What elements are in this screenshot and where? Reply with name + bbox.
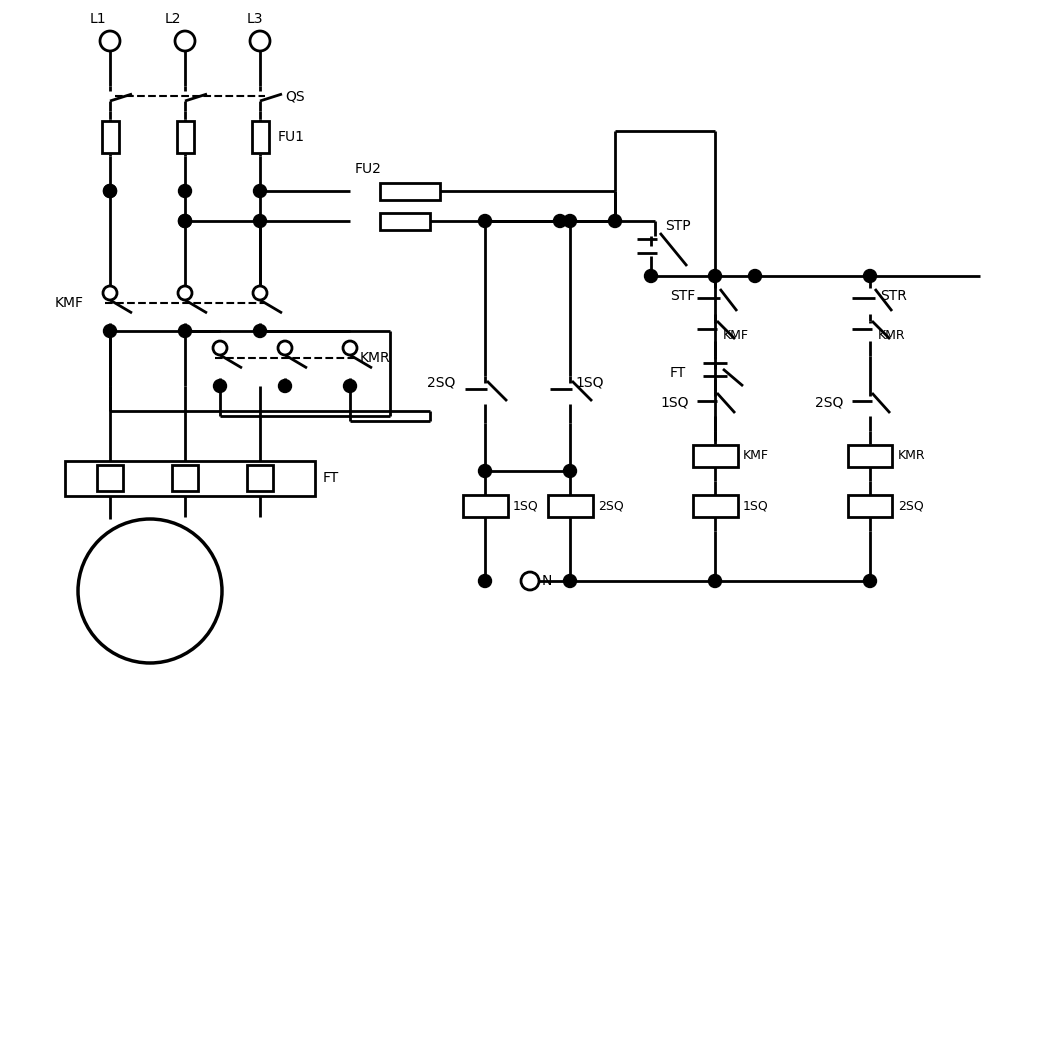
Text: KMF: KMF	[743, 450, 769, 462]
Text: KMR: KMR	[878, 330, 906, 342]
Bar	[693, 496, 737, 517]
Text: KMF: KMF	[723, 330, 749, 342]
Bar	[176, 122, 193, 153]
Circle shape	[103, 286, 117, 300]
Bar	[547, 496, 592, 517]
Text: N: N	[542, 574, 552, 588]
Bar	[463, 496, 508, 517]
Text: L3: L3	[247, 12, 263, 26]
Text: 2SQ: 2SQ	[815, 396, 844, 410]
Text: STF: STF	[670, 289, 695, 303]
Text: M: M	[143, 567, 157, 585]
Text: FU2: FU2	[355, 162, 382, 176]
Circle shape	[564, 214, 577, 228]
Circle shape	[709, 270, 721, 282]
Circle shape	[608, 214, 622, 228]
Bar	[848, 445, 892, 467]
Circle shape	[253, 286, 267, 300]
Circle shape	[78, 519, 222, 663]
Circle shape	[175, 31, 195, 51]
Text: FU1: FU1	[278, 130, 305, 145]
Bar	[380, 182, 440, 200]
Circle shape	[178, 184, 191, 198]
Circle shape	[749, 270, 761, 282]
Circle shape	[178, 214, 191, 228]
Bar	[101, 122, 118, 153]
Circle shape	[564, 464, 577, 478]
Text: FT: FT	[670, 366, 686, 380]
Circle shape	[343, 380, 357, 392]
Text: STP: STP	[665, 219, 691, 233]
Circle shape	[253, 325, 266, 337]
Circle shape	[178, 286, 192, 300]
Text: 2SQ: 2SQ	[898, 500, 924, 512]
Text: KMR: KMR	[898, 450, 926, 462]
Circle shape	[178, 325, 191, 337]
Text: 2SQ: 2SQ	[598, 500, 624, 512]
Circle shape	[278, 341, 293, 355]
Circle shape	[213, 341, 227, 355]
Bar	[97, 465, 122, 491]
Circle shape	[178, 214, 191, 228]
Circle shape	[343, 341, 357, 355]
Bar	[251, 122, 268, 153]
Bar	[172, 465, 199, 491]
Circle shape	[478, 214, 491, 228]
Text: L1: L1	[90, 12, 107, 26]
Circle shape	[253, 184, 266, 198]
Text: 1SQ: 1SQ	[576, 376, 603, 390]
Text: L2: L2	[165, 12, 182, 26]
Text: 1SQ: 1SQ	[513, 500, 539, 512]
Text: KMF: KMF	[55, 296, 84, 310]
Circle shape	[103, 184, 116, 198]
Text: QS: QS	[285, 88, 304, 103]
Bar	[693, 445, 737, 467]
Text: FT: FT	[323, 472, 339, 485]
Circle shape	[709, 575, 721, 587]
Circle shape	[564, 575, 577, 587]
Bar	[65, 461, 315, 496]
Circle shape	[213, 380, 226, 392]
Circle shape	[103, 184, 116, 198]
Circle shape	[864, 575, 876, 587]
Circle shape	[253, 214, 266, 228]
Text: STR: STR	[880, 289, 907, 303]
Circle shape	[250, 31, 270, 51]
Circle shape	[103, 325, 116, 337]
Text: 1SQ: 1SQ	[743, 500, 769, 512]
Text: KMR: KMR	[360, 351, 391, 365]
Circle shape	[100, 31, 120, 51]
Bar	[247, 465, 274, 491]
Circle shape	[644, 270, 658, 282]
Circle shape	[478, 575, 491, 587]
Circle shape	[521, 572, 539, 590]
Text: 1SQ: 1SQ	[660, 396, 689, 410]
Bar	[380, 212, 430, 229]
Circle shape	[279, 380, 291, 392]
Text: 2SQ: 2SQ	[427, 376, 455, 390]
Text: ~: ~	[142, 600, 158, 618]
Bar	[848, 496, 892, 517]
Circle shape	[864, 270, 876, 282]
Circle shape	[553, 214, 566, 228]
Circle shape	[478, 464, 491, 478]
